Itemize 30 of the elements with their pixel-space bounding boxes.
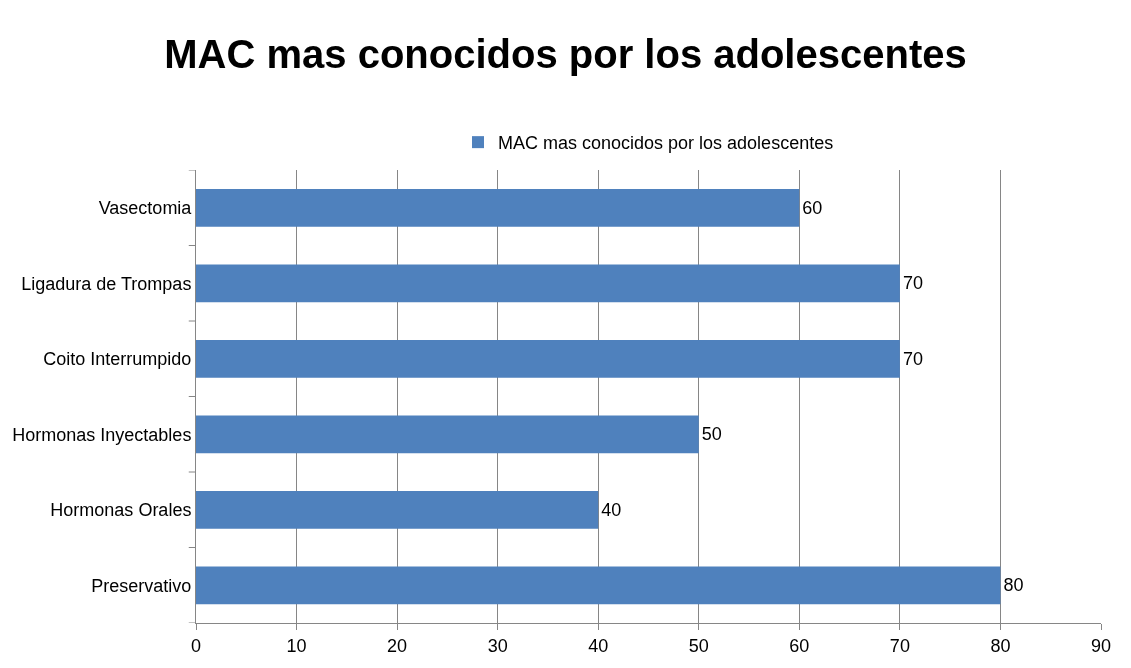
data-label: 60 <box>802 197 823 218</box>
x-tick-label: 10 <box>286 635 307 656</box>
y-tick-label: Coito Interrumpido <box>43 349 192 370</box>
y-tick-label: Ligadura de Trompas <box>21 273 192 294</box>
data-label: 50 <box>701 424 722 445</box>
data-label: 70 <box>902 348 923 369</box>
bar <box>196 566 1001 605</box>
bar <box>196 264 900 303</box>
y-tick-label: Preservativo <box>91 575 192 596</box>
x-tick-label: 60 <box>789 635 810 656</box>
x-tick-label: 90 <box>1090 635 1112 656</box>
x-tick-label: 40 <box>588 635 609 656</box>
data-label: 80 <box>1003 575 1024 596</box>
bar <box>196 188 800 227</box>
chart-title: MAC mas conocidos por los adolescentes <box>164 32 967 77</box>
data-label: 70 <box>902 273 923 294</box>
bar <box>196 339 900 378</box>
x-tick-label: 80 <box>990 635 1011 656</box>
bar <box>196 490 599 529</box>
data-label: 40 <box>601 499 622 520</box>
y-tick-label: Hormonas Orales <box>50 500 192 521</box>
x-tick-label: 30 <box>487 635 508 656</box>
y-tick-label: Vasectomia <box>98 198 193 219</box>
x-tick-label: 50 <box>688 635 709 656</box>
x-tick-label: 20 <box>387 635 408 656</box>
bar <box>196 415 699 454</box>
x-tick-label: 0 <box>190 635 202 656</box>
legend-label: MAC mas conocidos por los adolescentes <box>498 133 834 154</box>
y-tick-label: Hormonas Inyectables <box>12 424 192 445</box>
x-tick-label: 70 <box>889 635 910 656</box>
